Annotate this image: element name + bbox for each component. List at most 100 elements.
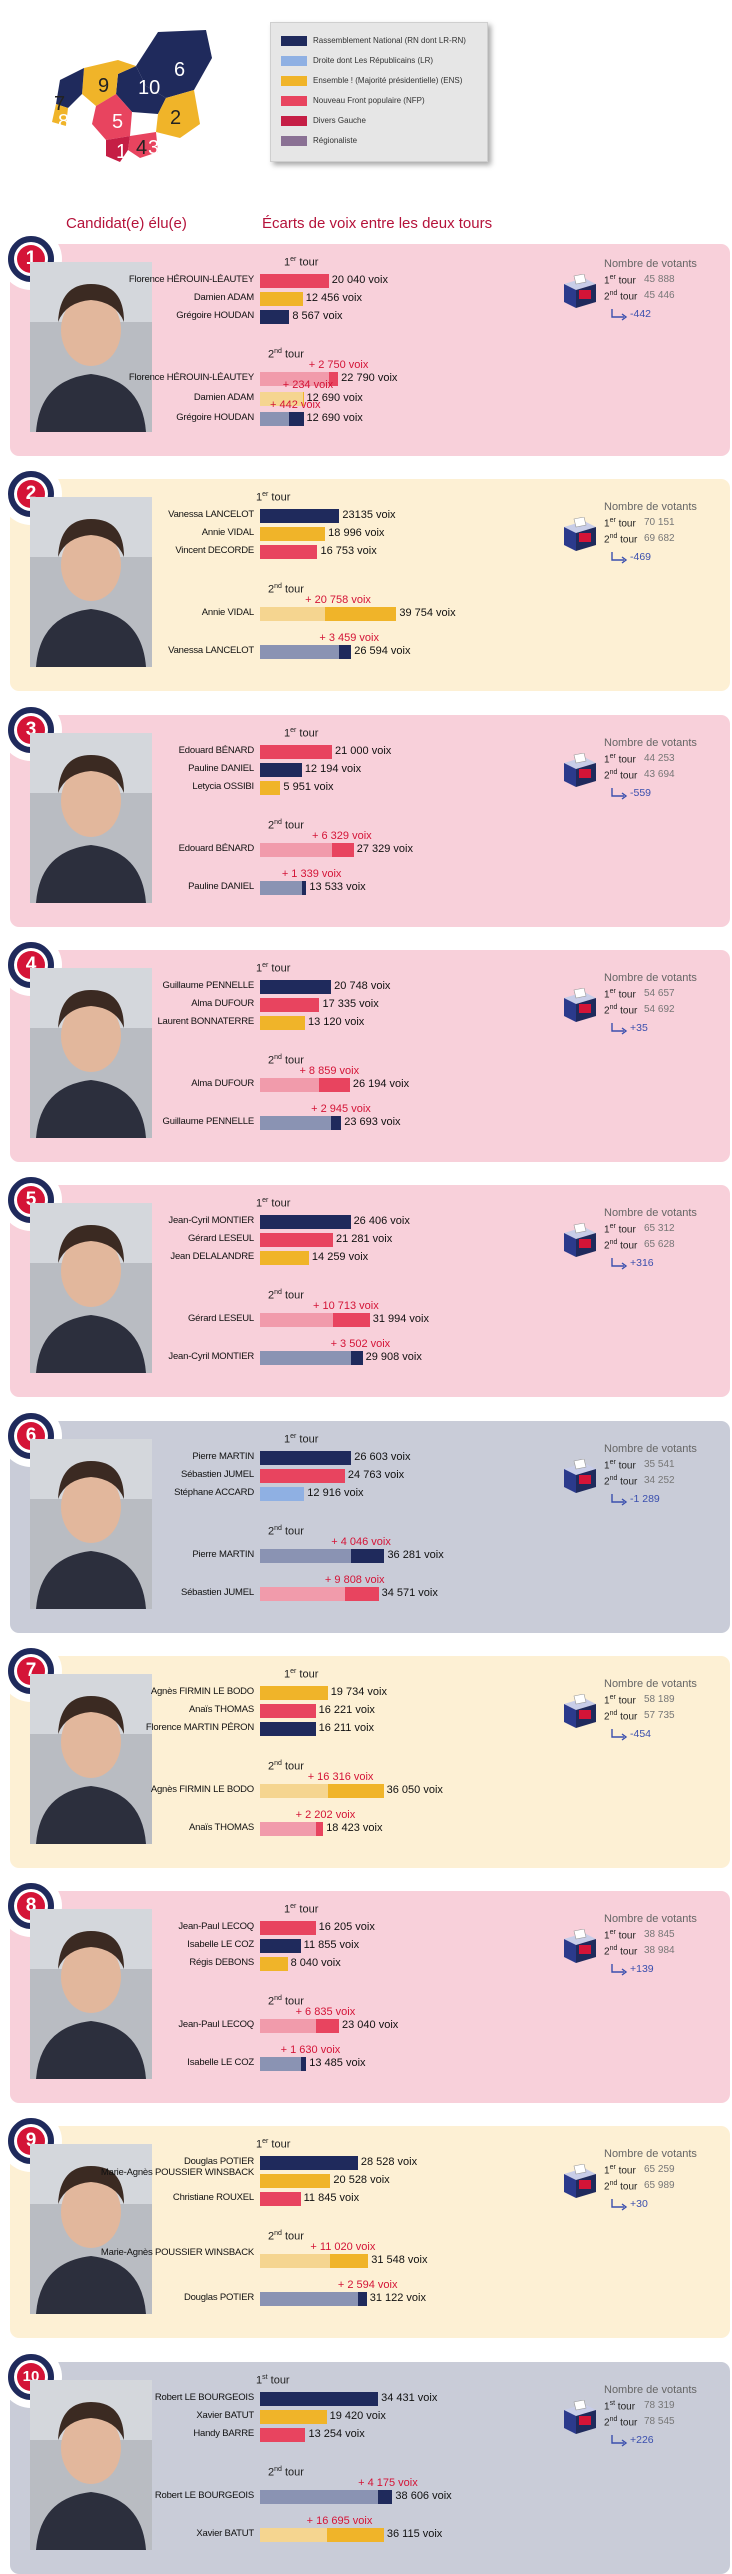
value-label: 21 281 voix [335,1233,393,1246]
value-label: 39 754 voix [399,607,456,620]
gain-label: + 2 594 voix [337,2279,398,2292]
voters-round1: 38 845 [644,1929,675,1941]
bar-round2-gain [326,2527,384,2542]
portrait-image [30,1909,152,2080]
legend-swatch [281,95,307,106]
voters-round1: 65 312 [644,1223,675,1235]
value-label: 16 753 voix [320,545,377,558]
bar-round2-gain [300,2057,307,2072]
candidate-name: Sébastien JUMEL [180,1468,254,1480]
gain-label: + 9 808 voix [324,1573,385,1586]
candidate-name: Régis DEBONS [189,1957,254,1969]
candidate-name: Pierre MARTIN [192,1548,254,1560]
value-label: 23 040 voix [342,2019,399,2032]
round1-label: 1er tour [256,491,291,504]
bar-round2-gain [330,2254,369,2269]
candidate-name: Douglas POTIER [183,2156,254,2168]
voters-difference: -469 [630,551,652,564]
candidate-name: Vanessa LANCELOT [168,645,254,657]
value-label: 16 221 voix [318,1703,375,1716]
bar-round2-base [260,1115,332,1130]
bar-round1 [260,1468,345,1483]
constituency-panel: 10 1st tour Robert LE BOURGEOIS 34 431 voix… [4,2349,730,2574]
candidate-name: Vincent DECORDE [175,545,254,557]
voters-round1: 45 888 [644,274,675,285]
voters-round2-label: 2nd tour [604,533,638,546]
bar-round1 [260,780,281,795]
round1-label: 1er tour [256,2138,291,2152]
bar-round1 [260,2174,331,2189]
voters-round2-label: 2nd tour [604,1239,638,1252]
value-label: 20 040 voix [331,274,388,286]
voters-difference: +316 [630,1257,654,1270]
voters-difference: -559 [630,786,652,799]
voters-difference: -1 289 [630,1492,660,1505]
voters-round2: 65 989 [644,2180,675,2192]
candidate-name: Sébastien JUMEL [180,1586,254,1598]
legend-swatch [281,135,307,146]
voters-round1: 35 541 [644,1458,675,1470]
gain-label: + 8 859 voix [299,1064,360,1077]
round2-label: 2nd tour [268,1759,304,1773]
candidate-photo [30,967,152,1138]
constituency-panel: 2 1er tour Vanessa LANCELOT 23135 voix Annie… [4,467,730,692]
bar-round2-base [260,1548,352,1563]
portrait-image [30,262,152,432]
bar-round2-base [260,1077,320,1092]
value-label: 8 040 voix [290,1957,341,1970]
heading-elected: Candidat(e) élu(e) [66,215,187,232]
bar-round2-base [260,2057,301,2072]
voters-difference: +139 [630,1963,654,1976]
bar-round2-gain [378,2489,393,2504]
round2-label: 2nd tour [268,818,304,832]
voters-round1-label: 1er tour [604,987,636,1001]
bar-round2-gain [301,880,307,895]
voters-round2-label: 2nd tour [604,2415,638,2429]
bar-round2-base [260,1586,345,1601]
legend-item: Divers Gauche [281,115,366,126]
ballot-box-icon [560,2164,600,2200]
constituency-panel: 9 1er tour Douglas POTIER 28 528 voix Marie-… [4,2114,730,2339]
voters-title: Nombre de votants [604,1677,697,1690]
candidate-name: Handy BARRE [193,2427,254,2439]
voters-difference: -454 [630,1727,652,1740]
value-label: 19 734 voix [330,1685,387,1698]
ballot-box-icon [560,1928,600,1965]
bar-round1 [260,1685,328,1700]
voters-round1: 54 657 [644,987,675,999]
candidate-name: Robert LE BOURGEOIS [154,2391,254,2403]
value-label: 20 528 voix [333,2174,390,2187]
candidate-name: Jean DELALANDRE [170,1251,254,1263]
bar-round2-base [260,1313,333,1328]
gain-label: + 2 202 voix [295,1808,356,1821]
value-label: 21 000 voix [335,744,392,757]
candidate-name: Guillaume PENNELLE [162,979,255,991]
value-label: 18 996 voix [328,527,385,540]
diff-arrow-icon [610,1022,628,1035]
constituency-panel: 4 1er tour Guillaume PENNELLE 20 748 voix Al… [4,937,730,1162]
portrait-image [30,1203,152,1374]
candidate-photo [30,1203,152,1374]
legend-item: Nouveau Front populaire (NFP) [281,95,425,106]
value-label: 8 567 voix [292,310,343,322]
voters-title: Nombre de votants [604,2383,697,2396]
round2-label: 2nd tour [268,1995,304,2008]
value-label: 29 908 voix [365,1351,422,1364]
bar-round2-base [260,412,290,426]
value-label: 5 951 voix [283,780,334,793]
voters-difference: +226 [630,2433,654,2446]
legend-label: Divers Gauche [313,116,366,125]
candidate-name: Agnès FIRMIN LE BODO [150,1783,254,1795]
bar-round2-base [260,2292,358,2307]
ballot-box-icon [560,752,600,789]
legend-swatch [281,75,307,86]
value-label: 31 122 voix [369,2292,426,2305]
candidate-name: Anaïs THOMAS [189,1703,254,1715]
voters-difference: +30 [630,2198,648,2211]
voters-round2: 38 984 [644,1945,675,1957]
value-label: 26 594 voix [354,645,411,658]
value-label: 26 406 voix [353,1215,410,1228]
bar-round2-base [260,372,329,386]
bar-round1 [260,1251,309,1266]
map-label-10: 10 [138,77,160,99]
